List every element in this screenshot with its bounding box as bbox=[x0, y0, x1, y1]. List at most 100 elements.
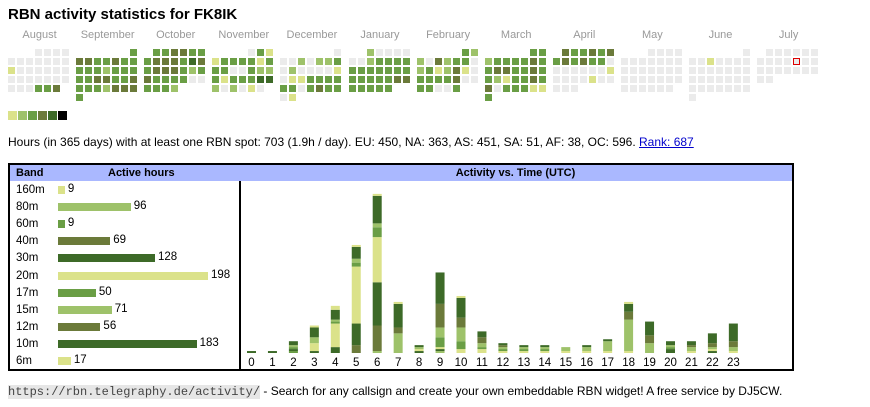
day-cell[interactable] bbox=[452, 76, 460, 83]
day-cell[interactable] bbox=[425, 85, 433, 92]
day-cell[interactable] bbox=[162, 85, 170, 92]
day-cell[interactable] bbox=[707, 76, 714, 83]
day-cell[interactable] bbox=[239, 58, 247, 65]
day-cell[interactable] bbox=[743, 76, 750, 83]
day-cell[interactable] bbox=[112, 58, 120, 65]
day-cell[interactable] bbox=[775, 67, 783, 74]
day-cell[interactable] bbox=[393, 67, 401, 74]
day-cell[interactable] bbox=[112, 67, 120, 74]
day-cell[interactable] bbox=[76, 67, 84, 74]
day-cell[interactable] bbox=[689, 76, 696, 83]
day-cell[interactable] bbox=[493, 76, 501, 83]
day-cell[interactable] bbox=[597, 49, 605, 56]
day-cell[interactable] bbox=[266, 76, 274, 83]
day-cell[interactable] bbox=[484, 58, 492, 65]
day-cell[interactable] bbox=[357, 67, 365, 74]
day-cell[interactable] bbox=[162, 49, 170, 56]
day-cell[interactable] bbox=[289, 76, 297, 83]
day-cell[interactable] bbox=[366, 49, 374, 56]
day-cell[interactable] bbox=[656, 85, 664, 92]
day-cell[interactable] bbox=[221, 76, 229, 83]
day-cell[interactable] bbox=[198, 49, 206, 56]
day-cell[interactable] bbox=[461, 67, 469, 74]
day-cell[interactable] bbox=[248, 76, 256, 83]
day-cell[interactable] bbox=[198, 76, 206, 83]
day-cell[interactable] bbox=[180, 49, 188, 56]
day-cell[interactable] bbox=[53, 67, 60, 74]
day-cell[interactable] bbox=[698, 76, 705, 83]
day-cell[interactable] bbox=[103, 76, 111, 83]
day-cell[interactable] bbox=[44, 58, 51, 65]
day-cell[interactable] bbox=[85, 76, 93, 83]
day-cell[interactable] bbox=[17, 85, 24, 92]
day-cell[interactable] bbox=[570, 76, 578, 83]
day-cell[interactable] bbox=[26, 76, 33, 83]
day-cell[interactable] bbox=[221, 58, 229, 65]
day-cell[interactable] bbox=[656, 58, 664, 65]
day-cell[interactable] bbox=[443, 76, 451, 83]
day-cell[interactable] bbox=[17, 58, 24, 65]
day-cell[interactable] bbox=[470, 76, 478, 83]
day-cell[interactable] bbox=[743, 67, 750, 74]
day-cell[interactable] bbox=[366, 67, 374, 74]
day-cell[interactable] bbox=[784, 49, 792, 56]
day-cell[interactable] bbox=[180, 58, 188, 65]
day-cell[interactable] bbox=[393, 76, 401, 83]
day-cell[interactable] bbox=[230, 58, 238, 65]
day-cell[interactable] bbox=[280, 76, 288, 83]
day-cell[interactable] bbox=[538, 67, 546, 74]
day-cell[interactable] bbox=[520, 58, 528, 65]
day-cell[interactable] bbox=[725, 58, 732, 65]
day-cell[interactable] bbox=[493, 58, 501, 65]
day-cell[interactable] bbox=[289, 58, 297, 65]
day-cell[interactable] bbox=[35, 58, 42, 65]
day-cell[interactable] bbox=[757, 76, 765, 83]
day-cell[interactable] bbox=[725, 85, 732, 92]
day-cell[interactable] bbox=[402, 76, 410, 83]
day-cell[interactable] bbox=[425, 67, 433, 74]
day-cell[interactable] bbox=[230, 67, 238, 74]
day-cell[interactable] bbox=[793, 49, 801, 56]
day-cell[interactable] bbox=[348, 58, 356, 65]
day-cell[interactable] bbox=[606, 67, 614, 74]
day-cell[interactable] bbox=[280, 94, 288, 101]
day-cell[interactable] bbox=[248, 85, 256, 92]
day-cell[interactable] bbox=[94, 76, 102, 83]
day-cell[interactable] bbox=[793, 67, 801, 74]
day-cell[interactable] bbox=[153, 67, 161, 74]
day-cell[interactable] bbox=[103, 67, 111, 74]
day-cell[interactable] bbox=[606, 49, 614, 56]
day-cell[interactable] bbox=[212, 67, 220, 74]
day-cell[interactable] bbox=[334, 85, 342, 92]
day-cell[interactable] bbox=[579, 76, 587, 83]
day-cell[interactable] bbox=[665, 76, 673, 83]
day-cell[interactable] bbox=[112, 76, 120, 83]
day-cell[interactable] bbox=[802, 49, 810, 56]
day-cell[interactable] bbox=[511, 76, 519, 83]
day-cell[interactable] bbox=[239, 85, 247, 92]
day-cell[interactable] bbox=[452, 58, 460, 65]
day-cell[interactable] bbox=[561, 49, 569, 56]
day-cell[interactable] bbox=[94, 85, 102, 92]
day-cell[interactable] bbox=[153, 58, 161, 65]
day-cell[interactable] bbox=[647, 67, 655, 74]
day-cell[interactable] bbox=[384, 49, 392, 56]
day-cell[interactable] bbox=[529, 85, 537, 92]
day-cell[interactable] bbox=[802, 67, 810, 74]
day-cell[interactable] bbox=[402, 67, 410, 74]
day-cell[interactable] bbox=[743, 85, 750, 92]
day-cell[interactable] bbox=[674, 49, 682, 56]
day-cell[interactable] bbox=[393, 49, 401, 56]
day-cell[interactable] bbox=[434, 67, 442, 74]
day-cell[interactable] bbox=[375, 49, 383, 56]
day-cell[interactable] bbox=[588, 58, 596, 65]
day-cell[interactable] bbox=[85, 85, 93, 92]
day-cell[interactable] bbox=[239, 76, 247, 83]
day-cell[interactable] bbox=[656, 49, 664, 56]
day-cell[interactable] bbox=[189, 76, 197, 83]
day-cell[interactable] bbox=[734, 76, 741, 83]
day-cell[interactable] bbox=[162, 76, 170, 83]
day-cell[interactable] bbox=[121, 67, 129, 74]
day-cell[interactable] bbox=[638, 85, 646, 92]
day-cell[interactable] bbox=[665, 67, 673, 74]
